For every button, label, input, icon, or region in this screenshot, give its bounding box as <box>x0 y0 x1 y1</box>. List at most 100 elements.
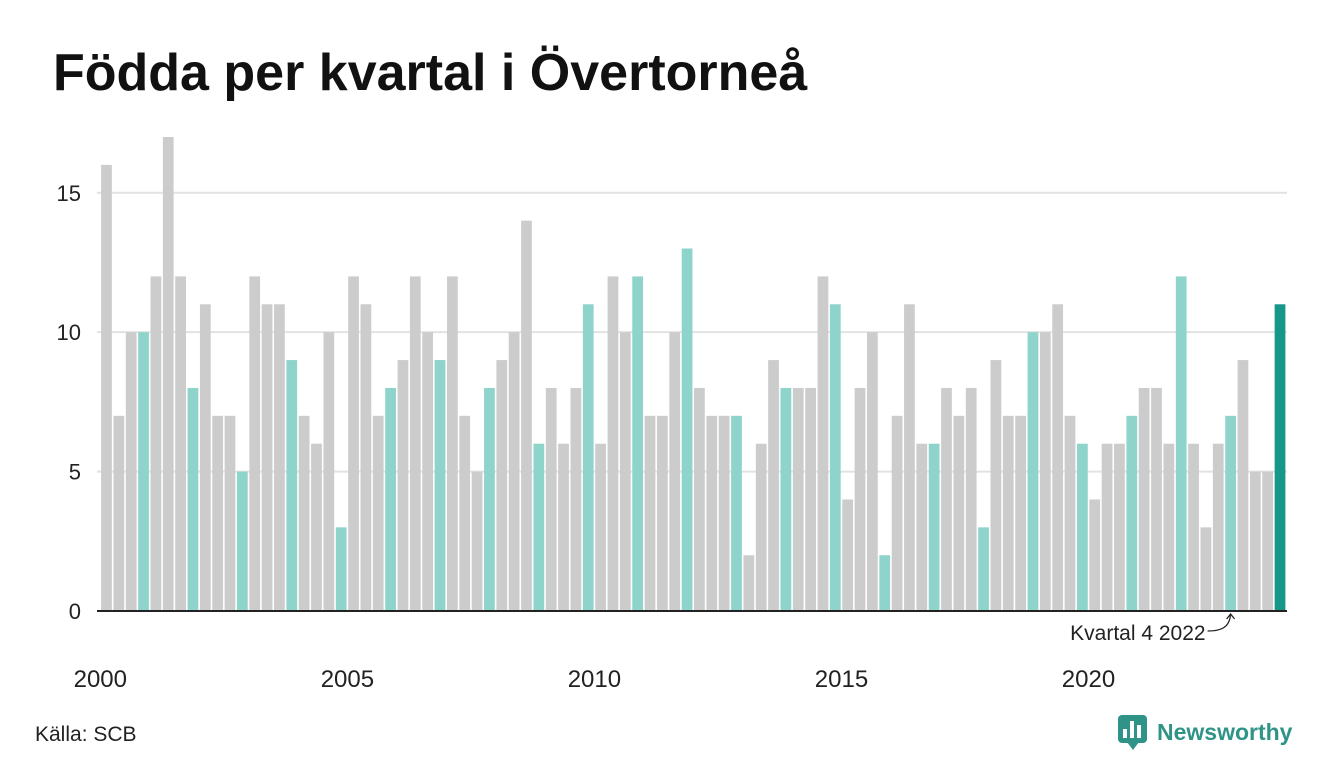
bar <box>595 443 606 611</box>
bar-q4 <box>385 387 396 611</box>
bar-q4 <box>582 304 594 611</box>
annotation: Kvartal 4 2022 <box>1070 612 1236 645</box>
x-tick-label: 2000 <box>74 666 127 693</box>
bar <box>409 276 421 611</box>
annotation-label: Kvartal 4 2022 <box>1070 622 1205 645</box>
bar <box>1262 471 1274 611</box>
bar <box>743 555 755 611</box>
bar-q4 <box>780 387 792 611</box>
bar-q4 <box>187 387 199 611</box>
logo-bar <box>1130 721 1134 738</box>
bar <box>212 415 224 611</box>
x-tick-label: 2010 <box>568 666 621 693</box>
bar <box>1249 471 1261 611</box>
bar <box>1163 443 1175 611</box>
bar <box>941 387 952 611</box>
bar <box>274 304 285 611</box>
bar <box>348 276 359 611</box>
bar <box>916 443 928 611</box>
bar <box>1212 443 1224 611</box>
bar <box>1188 443 1199 611</box>
bar <box>175 276 186 611</box>
bar <box>1064 415 1076 611</box>
bar <box>1101 443 1113 611</box>
y-tick-label: 0 <box>69 599 81 624</box>
x-tick-label: 2005 <box>321 666 374 693</box>
bar <box>113 415 125 611</box>
bar <box>644 415 656 611</box>
bar-q4 <box>731 415 742 611</box>
bar <box>125 332 137 611</box>
source-note: Källa: SCB <box>35 723 137 746</box>
x-tick-label: 2020 <box>1062 666 1115 693</box>
bar <box>422 332 434 611</box>
annotation-arrowhead <box>1226 612 1236 620</box>
bar <box>570 387 582 611</box>
bar <box>372 415 384 611</box>
bar <box>965 387 977 611</box>
bar <box>768 360 779 611</box>
bar <box>162 137 174 611</box>
bar-series <box>101 137 1286 611</box>
y-tick-label: 15 <box>57 181 81 206</box>
bar-q4 <box>879 555 891 611</box>
bar-q4 <box>335 527 347 611</box>
bar-q4 <box>138 332 149 611</box>
logo-bubble-tail <box>1127 742 1139 750</box>
bar <box>508 332 520 611</box>
bar <box>298 415 310 611</box>
bar <box>397 360 409 611</box>
bar-q4 <box>1126 415 1138 611</box>
bar-q4 <box>1077 443 1088 611</box>
bar <box>446 276 458 611</box>
bar <box>261 304 273 611</box>
bar <box>669 332 681 611</box>
bar <box>706 415 718 611</box>
bar <box>755 443 767 611</box>
bar <box>619 332 631 611</box>
bar-latest <box>1274 304 1286 611</box>
bar <box>150 276 162 611</box>
bar-q4 <box>236 471 248 611</box>
bar-q4 <box>434 360 446 611</box>
bar <box>718 415 730 611</box>
brand-name: Newsworthy <box>1157 719 1293 745</box>
bar-q4 <box>286 360 298 611</box>
bar <box>360 304 372 611</box>
bar <box>891 415 903 611</box>
bar <box>224 415 236 611</box>
bar-q4 <box>829 304 841 611</box>
y-axis-tick-labels: 0 5 10 15 <box>57 181 81 624</box>
bar-q4 <box>533 443 545 611</box>
bar <box>1002 415 1014 611</box>
bar <box>792 387 804 611</box>
bar <box>1039 332 1051 611</box>
bar <box>459 415 471 611</box>
bar <box>842 499 854 611</box>
bar <box>1052 304 1064 611</box>
bar <box>558 443 569 611</box>
annotations: Kvartal 4 2022 <box>1070 612 1236 645</box>
bar <box>656 415 668 611</box>
bar <box>1138 387 1150 611</box>
bar <box>990 360 1002 611</box>
bar <box>101 164 112 611</box>
bar-q4 <box>978 527 989 611</box>
bar <box>805 387 816 611</box>
logo-bar <box>1123 729 1127 738</box>
bar <box>311 443 322 611</box>
bar <box>249 276 261 611</box>
chart-title: Födda per kvartal i Övertorneå <box>53 44 808 102</box>
logo-bar <box>1137 725 1141 738</box>
bar-q4 <box>484 387 495 611</box>
bar <box>496 360 508 611</box>
bar-q4 <box>632 276 644 611</box>
bar <box>1089 499 1101 611</box>
annotation-arrow <box>1207 613 1232 632</box>
bar-q4 <box>681 248 693 611</box>
bar <box>545 387 557 611</box>
bar <box>1200 527 1212 611</box>
bar <box>694 387 705 611</box>
bar <box>1114 443 1125 611</box>
